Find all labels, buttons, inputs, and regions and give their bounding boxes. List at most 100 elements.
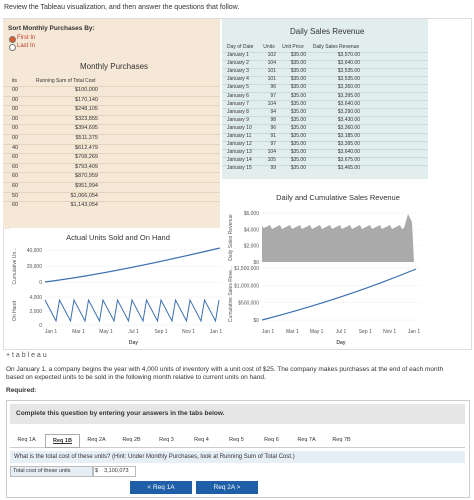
daily-cell: January 13 [227, 149, 252, 156]
x-tick-label: Jan 1 [262, 329, 274, 335]
daily-cell: $3,640.00 [337, 60, 360, 67]
x-tick-label: Jan 1 [210, 329, 222, 335]
units-cell: 00 [12, 106, 19, 113]
row-rule [222, 75, 428, 77]
tab[interactable]: Req 7B [332, 437, 351, 443]
row-rule [3, 143, 220, 145]
daily-cell: January 7 [227, 100, 249, 107]
x-tick-label: May 1 [99, 329, 113, 335]
radio[interactable] [9, 36, 16, 43]
tab[interactable]: Req 3 [159, 437, 174, 443]
daily-cell: 97 [270, 92, 276, 99]
daily-cell: $3,675.00 [337, 157, 360, 164]
daily-cell: $35.00 [290, 116, 306, 123]
daily-cell: $3,465.00 [337, 165, 360, 172]
units-cell: 00 [12, 135, 19, 141]
row-rule [222, 59, 428, 61]
y-tick-label: $500,000 [238, 301, 259, 307]
units-cell: 60 [12, 202, 19, 209]
daily-cell: $3,360.00 [337, 84, 360, 91]
row-rule [3, 182, 220, 183]
daily-header: Unit Price [282, 44, 304, 50]
monthly-header: Running Sum of Total Cost [36, 78, 96, 84]
next-button[interactable]: Req 2A > [196, 481, 258, 494]
x-tick-label: Jul 1 [128, 329, 139, 335]
tab[interactable]: Req 2A [87, 437, 106, 443]
daily-area [262, 214, 414, 262]
daily-cell: $3,640.00 [337, 100, 360, 107]
answer-input[interactable]: $3,100,073 [92, 466, 136, 477]
row-rule [222, 83, 428, 85]
tab-rule [10, 447, 465, 448]
daily-cell: $35.00 [290, 52, 306, 58]
x-tick-label: Mar 1 [72, 329, 85, 335]
y-tick-label: $1,000,000 [234, 283, 259, 289]
units-cell: 50 [12, 192, 19, 199]
y-tick-label: $2,000 [244, 244, 260, 250]
row-rule [3, 95, 220, 97]
chart-title: Actual Units Sold and On Hand [66, 233, 170, 242]
instruction: Review the Tableau visualization, and th… [4, 4, 240, 11]
daily-cell: $3,640.00 [337, 149, 360, 156]
cumulative-revenue-line [261, 268, 417, 321]
daily-cell: $35.00 [290, 124, 306, 131]
daily-cell: 104 [267, 100, 276, 107]
answer-label: Total cost of these units [10, 466, 94, 477]
question-intro: On January 1, a company begins the year … [6, 366, 444, 381]
radio[interactable] [9, 44, 16, 51]
x-tick-label: Sep 1 [154, 329, 167, 335]
row-rule [3, 153, 220, 155]
daily-cell: $35.00 [290, 157, 306, 164]
tableau-logo: + t a b l e a u [6, 352, 47, 359]
daily-cell: 102 [267, 52, 276, 58]
cost-cell: $323,855 [75, 115, 98, 122]
row-rule [3, 162, 220, 164]
daily-title: Daily Sales Revenue [290, 27, 365, 36]
daily-cell: 104 [267, 60, 276, 67]
daily-cell: $35.00 [290, 84, 306, 91]
daily-cell: January 3 [227, 68, 249, 75]
cost-cell: $951,994 [75, 183, 98, 189]
row-rule [3, 86, 220, 87]
daily-cell: $35.00 [290, 60, 306, 67]
tab[interactable]: Req 1A [17, 437, 36, 443]
daily-cell: $3,395.00 [337, 92, 360, 99]
tab[interactable]: Req 4 [194, 437, 209, 443]
panel-label: On Hand [12, 301, 18, 321]
daily-cell: $3,430.00 [337, 116, 360, 123]
daily-cell: $35.00 [290, 149, 306, 156]
daily-cell: $3,535.00 [337, 68, 360, 75]
daily-header: Day of Date [227, 44, 254, 50]
tab[interactable]: Req 2B [122, 437, 141, 443]
charts: Actual Units Sold and On Hand 40,000 20,00… [10, 193, 420, 346]
panel-label: Cumulative Un... [12, 248, 18, 285]
daily-cell: 97 [270, 141, 276, 148]
tab[interactable]: Req 5 [229, 437, 244, 443]
cost-cell: $1,143,054 [70, 202, 98, 209]
daily-cell: $35.00 [290, 100, 306, 107]
daily-cell: $3,360.00 [337, 124, 360, 131]
answer-box [6, 400, 470, 498]
tab[interactable]: Req 7A [297, 437, 316, 443]
cost-cell: $870,959 [75, 173, 98, 180]
daily-cell: 94 [270, 108, 276, 115]
cost-cell: $612,479 [75, 144, 98, 151]
units-cell: 60 [12, 154, 19, 161]
tab[interactable]: Req 1B [45, 434, 80, 448]
prompt: What is the total cost of these units? (… [10, 451, 465, 463]
daily-cell: $35.00 [290, 165, 306, 172]
x-tick-label: Jan 1 [408, 329, 420, 335]
y-tick-label: $0 [253, 260, 259, 266]
daily-cell: $35.00 [290, 133, 306, 139]
panel-label: Daily Sales Revenue [228, 214, 234, 261]
daily-cell: 101 [267, 76, 276, 83]
y-tick-label: $1,500,000 [234, 266, 259, 272]
units-cell: 00 [12, 87, 19, 93]
row-rule [3, 201, 220, 203]
tab[interactable]: Req 6 [264, 437, 279, 443]
daily-cell: 104 [267, 149, 276, 156]
x-tick-label: May 1 [310, 329, 324, 335]
prev-button[interactable]: < Req 1A [130, 481, 192, 494]
monthly-title: Monthly Purchases [80, 62, 149, 71]
